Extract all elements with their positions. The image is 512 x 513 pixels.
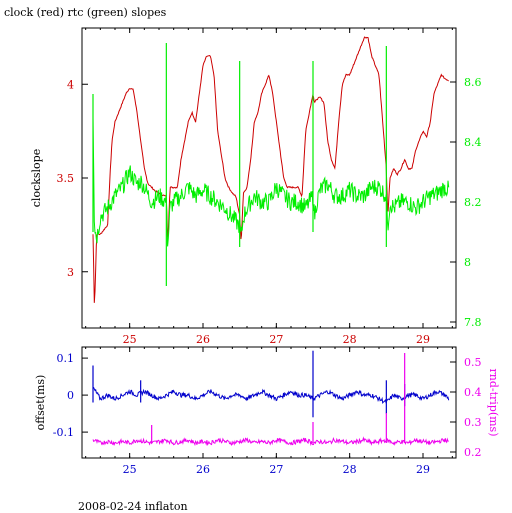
y-left-tick-label: 4 bbox=[67, 78, 74, 91]
y-right-tick-label: 8.2 bbox=[464, 196, 482, 209]
x-tick-label: 25 bbox=[123, 463, 137, 476]
y-right-axis-label: rnd-trip(ms) bbox=[487, 369, 500, 437]
series-clock-line bbox=[92, 36, 449, 303]
y-left-tick-label: 3.5 bbox=[57, 172, 75, 185]
x-tick-label: 29 bbox=[416, 333, 430, 346]
x-tick-label: 26 bbox=[196, 463, 210, 476]
series-rtc-line bbox=[92, 117, 450, 247]
y-right-tick-label: 7.8 bbox=[464, 316, 482, 329]
y-right-tick-label: 8 bbox=[464, 256, 471, 269]
chart-title: clock (red) rtc (green) slopes bbox=[4, 6, 167, 19]
y-left-axis-label: clockslope bbox=[30, 149, 43, 207]
x-tick-label: 28 bbox=[343, 333, 357, 346]
y-left-tick-label: 3 bbox=[67, 266, 74, 279]
plot-frame-1 bbox=[81, 27, 457, 329]
y-right-tick-label: 0.2 bbox=[464, 446, 482, 459]
x-tick-label: 25 bbox=[123, 333, 137, 346]
y-right-tick-label: 0.5 bbox=[464, 356, 482, 369]
series-offset-line bbox=[92, 386, 450, 404]
series-rnd-trip-line bbox=[92, 436, 449, 447]
y-right-tick-label: 8.6 bbox=[464, 76, 482, 89]
y-right-tick-label: 0.4 bbox=[464, 386, 482, 399]
y-left-axis-label: offset(ms) bbox=[34, 375, 47, 431]
footer-label: 2008-02-24 inflaton bbox=[78, 500, 188, 513]
x-tick-label: 27 bbox=[269, 463, 283, 476]
y-left-tick-label: 0 bbox=[67, 389, 74, 402]
x-tick-label: 27 bbox=[269, 333, 283, 346]
x-tick-label: 28 bbox=[343, 463, 357, 476]
y-left-tick-label: -0.1 bbox=[53, 426, 74, 439]
plot-frame-2 bbox=[81, 346, 457, 459]
y-right-tick-label: 8.4 bbox=[464, 136, 482, 149]
x-tick-label: 29 bbox=[416, 463, 430, 476]
x-tick-label: 26 bbox=[196, 333, 210, 346]
y-left-tick-label: 0.1 bbox=[57, 352, 75, 365]
y-right-tick-label: 0.3 bbox=[464, 416, 482, 429]
